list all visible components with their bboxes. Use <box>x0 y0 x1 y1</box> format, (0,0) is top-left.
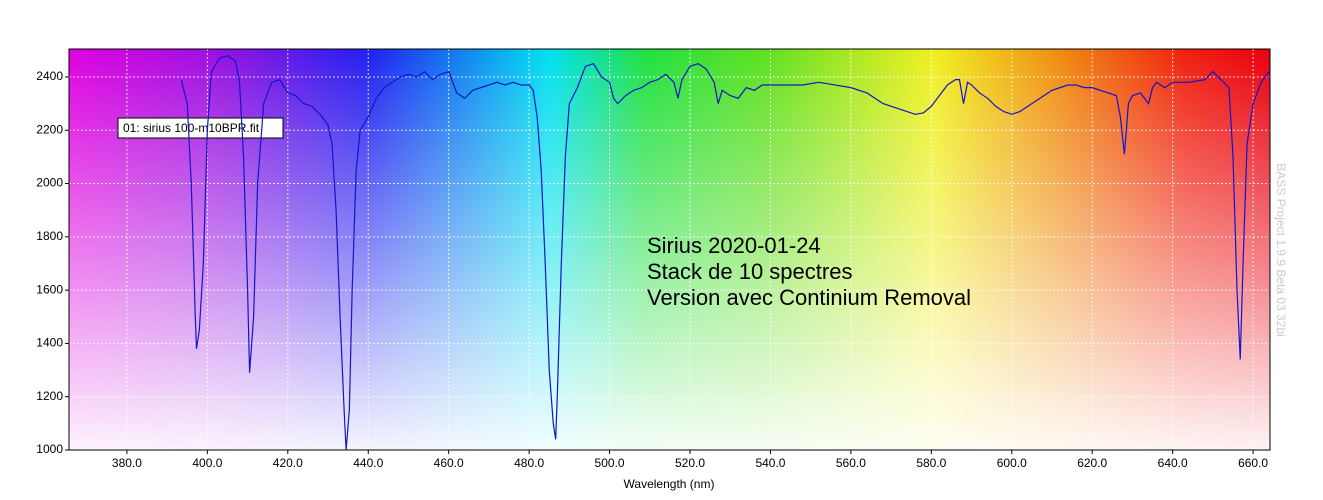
x-tick-label: 600.0 <box>997 456 1027 470</box>
x-tick-label: 480.0 <box>514 456 544 470</box>
y-tick-label: 1400 <box>36 336 63 350</box>
annotation: Stack de 10 spectres <box>647 259 852 284</box>
x-tick-label: 460.0 <box>434 456 464 470</box>
x-tick-label: 580.0 <box>916 456 946 470</box>
y-tick-label: 2000 <box>36 176 63 190</box>
y-tick-label: 1800 <box>36 229 63 243</box>
annotation: Sirius 2020-01-24 <box>647 233 821 258</box>
spectrum-line <box>180 54 1270 451</box>
y-tick-label: 1200 <box>36 389 63 403</box>
plot-fade <box>69 49 1270 450</box>
x-tick-label: 520.0 <box>675 456 705 470</box>
x-tick-label: 540.0 <box>755 456 785 470</box>
y-tick-label: 2200 <box>36 122 63 136</box>
y-tick-label: 1600 <box>36 282 63 296</box>
x-axis-label: Wavelength (nm) <box>624 477 715 491</box>
x-tick-label: 420.0 <box>273 456 303 470</box>
y-tick-label: 1000 <box>36 442 63 456</box>
x-tick-label: 500.0 <box>595 456 625 470</box>
watermark: BASS Project 1.9.9 Beta 03 32bi <box>1274 163 1288 336</box>
x-tick-label: 380.0 <box>112 456 142 470</box>
plot-frame <box>68 48 1271 451</box>
x-tick-label: 640.0 <box>1158 456 1188 470</box>
x-tick-label: 440.0 <box>353 456 383 470</box>
x-tick-label: 660.0 <box>1238 456 1268 470</box>
x-tick-label: 620.0 <box>1077 456 1107 470</box>
y-tick-label: 2400 <box>36 69 63 83</box>
annotation: Version avec Continium Removal <box>647 285 971 310</box>
x-tick-label: 400.0 <box>192 456 222 470</box>
x-tick-label: 560.0 <box>836 456 866 470</box>
legend-entry: 01: sirius 100-m10BPR.fit <box>123 121 260 135</box>
